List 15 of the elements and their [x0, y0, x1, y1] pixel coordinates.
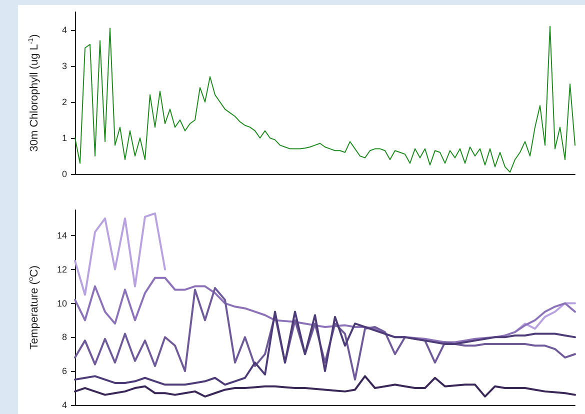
line-series: [74, 375, 576, 398]
y-tick-label: 10: [56, 298, 67, 308]
y-tick-label: 14: [56, 230, 67, 240]
line-series: [74, 276, 576, 344]
line-series: [74, 287, 576, 381]
y-tick-label: 2: [62, 97, 67, 107]
y-tick-label: 8: [62, 332, 67, 342]
line-series: [74, 310, 576, 386]
y-tick-label: 12: [56, 264, 67, 274]
y-tick-label: 4: [62, 25, 67, 35]
y-tick-label: 3: [62, 61, 67, 71]
y-tick-label: 6: [62, 366, 67, 376]
y-tick-label: 4: [62, 400, 67, 410]
y-tick-label: 1: [62, 133, 67, 143]
y-tick-label: 0: [62, 169, 67, 179]
